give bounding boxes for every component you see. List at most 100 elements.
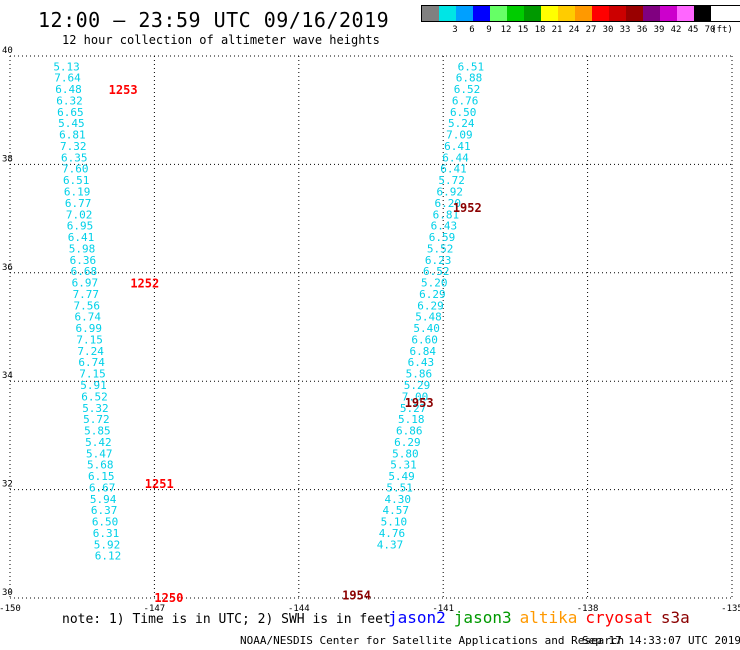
swh-value: 5.48 (415, 311, 442, 324)
swh-value: 5.13 (53, 60, 80, 73)
satellite-name: s3a (660, 608, 690, 627)
x-tick-label: -141 (432, 604, 454, 614)
satellite-legend: jason2 jason3 altika cryosat s3a (388, 608, 698, 627)
swh-value: 7.32 (60, 140, 87, 153)
swh-value: 6.92 (436, 186, 463, 199)
swh-value: 6.52 (423, 265, 450, 278)
swh-value: 6.48 (55, 83, 81, 96)
swh-value: 7.15 (79, 368, 106, 381)
x-tick-label: -135 (721, 604, 740, 614)
y-tick-label: 34 (2, 371, 13, 381)
swh-value: 5.31 (390, 459, 417, 472)
x-tick-label: -150 (0, 604, 21, 614)
swh-value: 7.56 (74, 299, 101, 312)
legend-label: 42 (670, 25, 682, 35)
swh-value: 6.86 (396, 425, 423, 438)
swh-value: 5.94 (90, 493, 117, 506)
swh-value: 5.27 (400, 402, 427, 415)
legend-swatch (660, 6, 677, 21)
swh-value: 6.51 (458, 60, 485, 73)
swh-value: 6.29 (419, 288, 446, 301)
x-tick-label: -144 (288, 604, 310, 614)
swh-value: 6.99 (75, 322, 102, 335)
swh-value: 5.29 (404, 379, 431, 392)
swh-value: 6.29 (394, 436, 421, 449)
y-tick-label: 36 (2, 263, 13, 273)
swh-value: 4.76 (379, 527, 406, 540)
swh-value: 5.49 (388, 470, 415, 483)
swh-value: 6.74 (74, 311, 101, 324)
swh-value: 6.95 (67, 220, 94, 233)
satellite-name: jason2 (388, 608, 446, 627)
legend-swatch (524, 6, 541, 21)
swh-value: 5.18 (398, 413, 425, 426)
legend-unit: (ft) (711, 25, 733, 35)
swh-value: 6.41 (440, 163, 467, 176)
swh-value: 6.67 (89, 481, 116, 494)
y-tick-label: 32 (2, 480, 13, 490)
swh-value: 5.72 (83, 413, 110, 426)
swh-value: 6.31 (93, 527, 120, 540)
swh-value: 5.10 (381, 516, 408, 529)
swh-value: 6.52 (81, 390, 108, 403)
legend-swatch (592, 6, 609, 21)
swh-value: 6.15 (88, 470, 115, 483)
legend-swatch (490, 6, 507, 21)
swh-value: 4.57 (383, 504, 410, 517)
x-tick-label: -147 (144, 604, 166, 614)
swh-value: 7.60 (62, 163, 89, 176)
swh-value: 6.81 (433, 208, 460, 221)
legend-swatch (677, 6, 694, 21)
swh-value: 5.24 (448, 117, 475, 130)
swh-value: 6.50 (450, 106, 477, 119)
swh-value: 5.52 (427, 242, 454, 255)
legend-label: 12 (500, 25, 512, 35)
legend-swatch (473, 6, 490, 21)
swh-value: 5.91 (80, 379, 107, 392)
pass-label: 1251 (145, 477, 174, 491)
legend-swatch (626, 6, 643, 21)
swh-value: 7.15 (76, 333, 103, 346)
swh-value: 6.35 (61, 151, 88, 164)
y-tick-label: 30 (2, 588, 13, 598)
swh-value: 6.50 (92, 516, 119, 529)
swh-value: 6.52 (454, 83, 481, 96)
swh-value: 6.76 (452, 94, 479, 107)
legend-swatch (643, 6, 660, 21)
legend-swatch (541, 6, 558, 21)
swh-value: 5.80 (392, 447, 419, 460)
legend-label: 39 (653, 25, 665, 35)
swh-value: 6.23 (425, 254, 452, 267)
swh-value: 6.43 (431, 220, 458, 233)
swh-value: 5.72 (438, 174, 465, 187)
swh-value: 7.00 (402, 390, 429, 403)
swh-value: 6.74 (78, 356, 105, 369)
legend-swatch (456, 6, 473, 21)
swh-value: 6.77 (65, 197, 92, 210)
color-legend: 3 6 9 12 15 18 21 24 27 30 33 36 39 42 45 70 (ft) (421, 5, 740, 37)
swh-value: 6.97 (72, 277, 99, 290)
legend-label: 9 (486, 25, 492, 35)
swh-value: 6.51 (63, 174, 90, 187)
swh-value: 6.36 (70, 254, 97, 267)
pass-label: 1953 (405, 396, 434, 410)
swh-value: 6.12 (95, 550, 122, 563)
legend-label: 30 (602, 25, 614, 35)
legend-labels: 3 6 9 12 15 18 21 24 27 30 33 36 39 42 45 70 (ft) (421, 25, 740, 37)
swh-value: 6.32 (56, 94, 83, 107)
legend-swatch (694, 6, 711, 21)
legend-label: 45 (687, 25, 699, 35)
satellite-name: altika (519, 608, 578, 627)
swh-value: 6.60 (411, 333, 438, 346)
swh-value: 6.44 (442, 151, 469, 164)
swh-value: 5.20 (421, 277, 448, 290)
swh-value: 5.45 (58, 117, 84, 130)
swh-value: 7.02 (66, 208, 93, 221)
satellite-name: cryosat (585, 608, 653, 627)
pass-label: 1954 (342, 588, 371, 602)
legend-label: 18 (534, 25, 546, 35)
y-tick-label: 40 (2, 46, 13, 56)
legend-label: 15 (517, 25, 529, 35)
swh-value: 5.98 (69, 242, 96, 255)
swh-value: 5.42 (85, 436, 112, 449)
